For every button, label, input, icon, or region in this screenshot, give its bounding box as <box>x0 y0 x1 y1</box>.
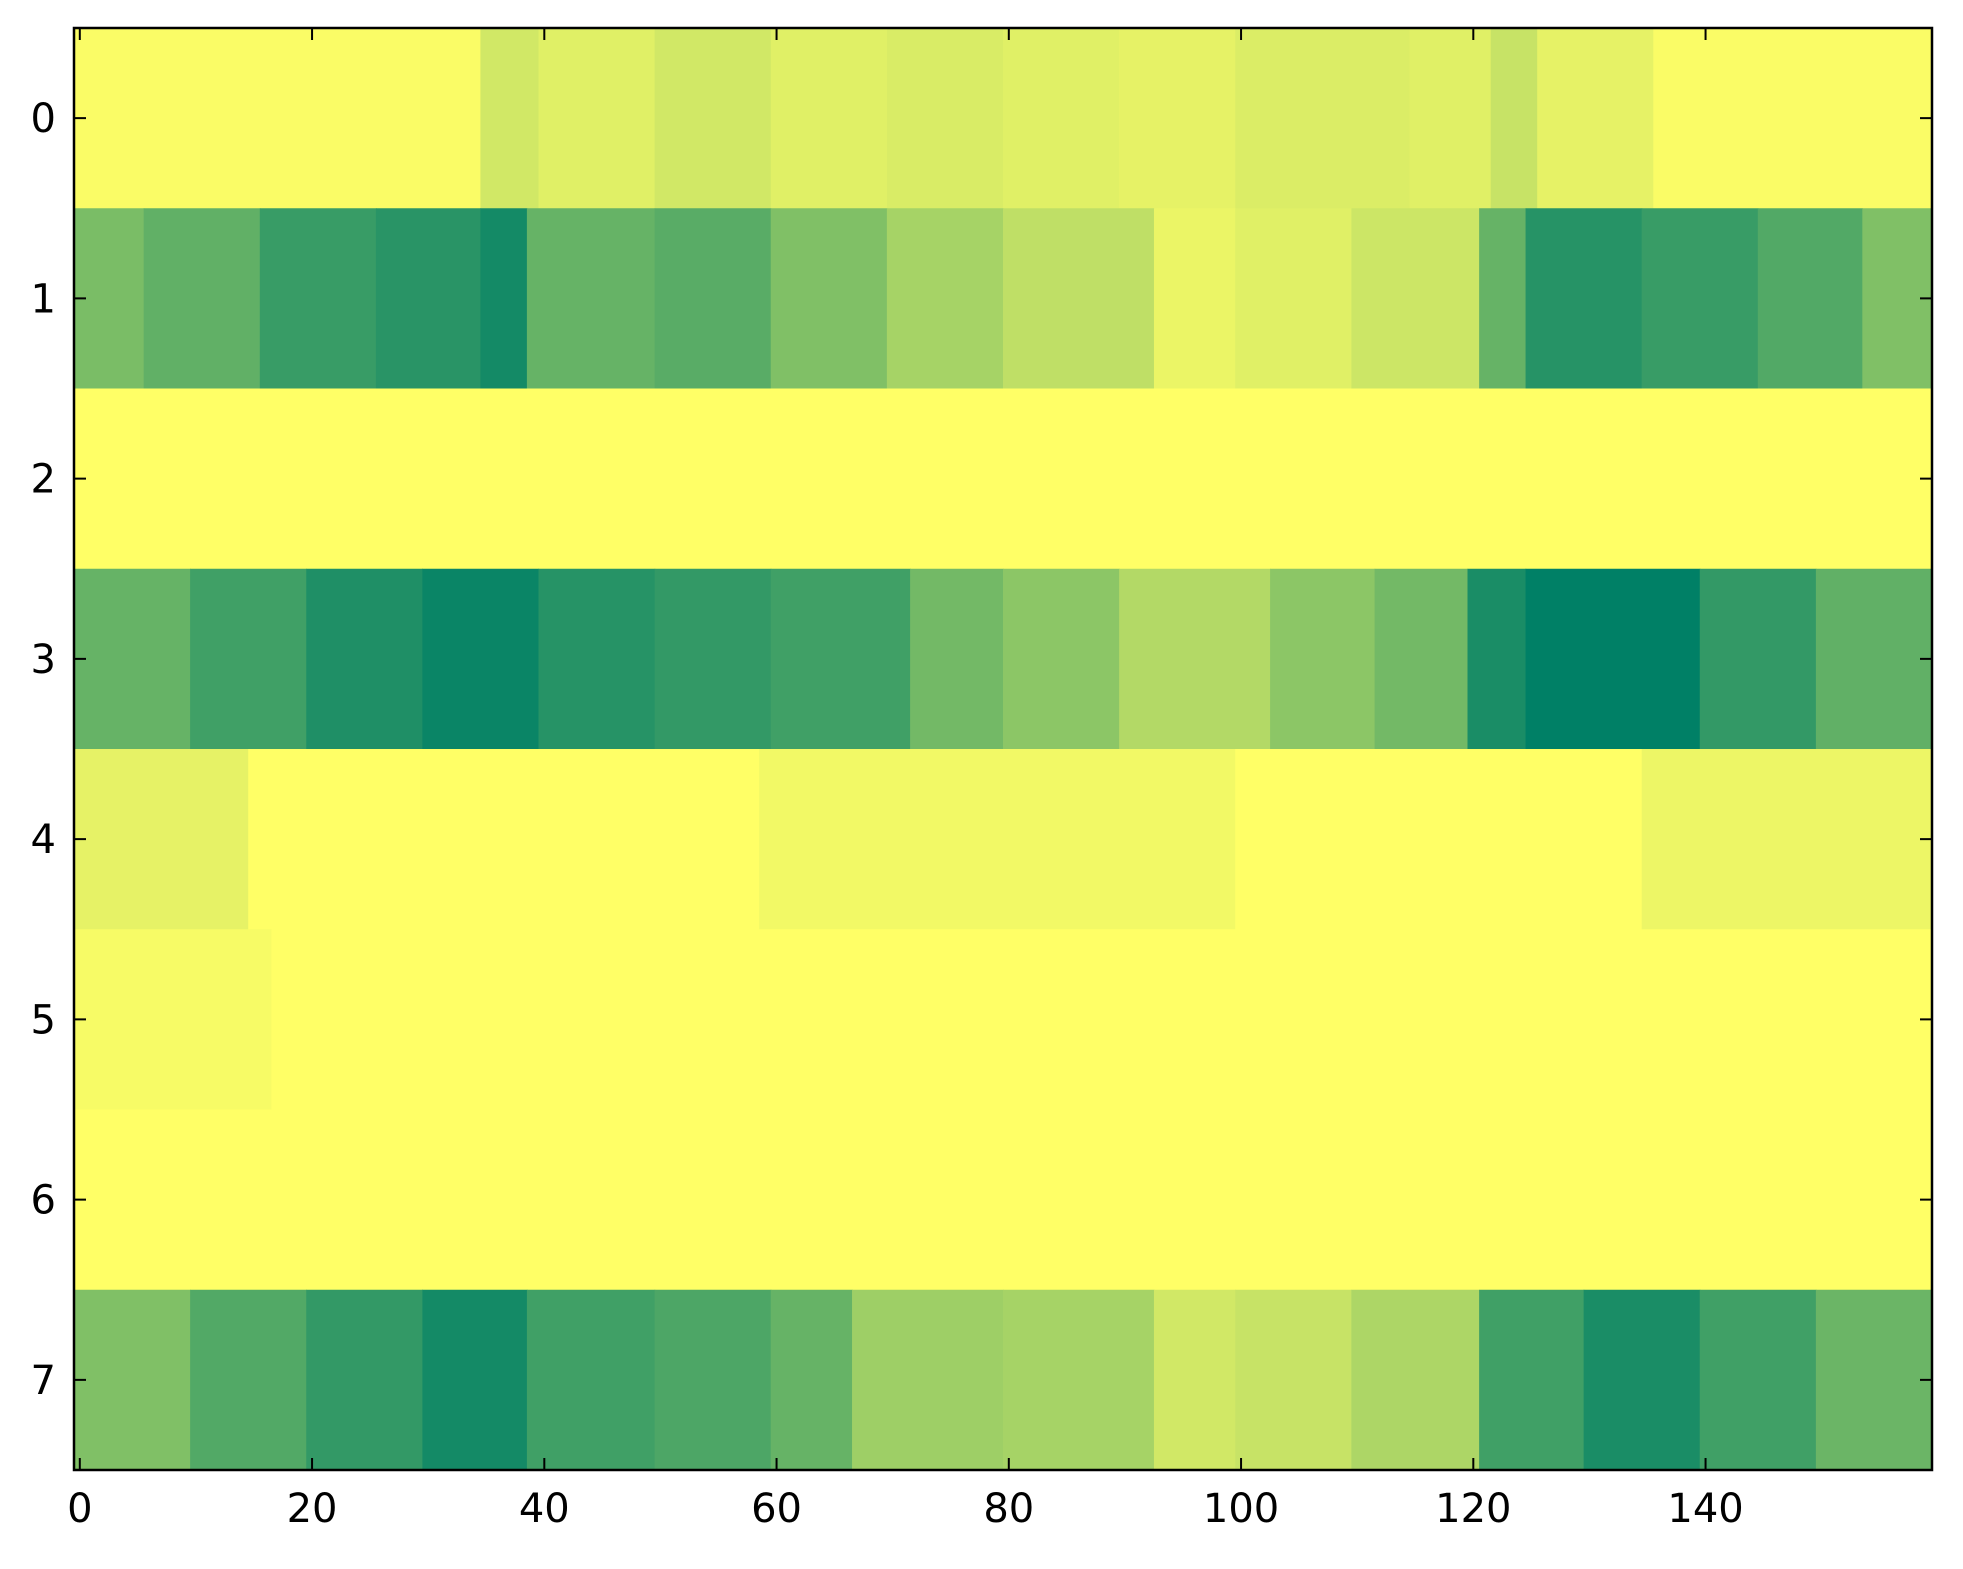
heatmap-cell-row1-seg12 <box>1351 208 1480 390</box>
heatmap-cell-row0-seg7 <box>1119 28 1236 209</box>
heatmap-cell-row4-seg2 <box>759 749 1236 930</box>
heatmap-cell-row1-seg10 <box>1153 208 1236 390</box>
heatmap-cell-row4-seg1 <box>248 749 760 930</box>
heatmap-cell-row3-seg4 <box>538 568 656 750</box>
heatmap-cell-row0-seg2 <box>538 28 656 209</box>
y-tick-label-2: 2 <box>31 457 56 503</box>
y-tick-label-0: 0 <box>31 96 56 142</box>
heatmap-cell-row7-seg14 <box>1699 1289 1817 1471</box>
heatmap-cell-row1-seg5 <box>526 208 656 390</box>
heatmap-cell-row1-seg8 <box>886 208 1004 390</box>
heatmap-cell-row1-seg14 <box>1525 208 1643 390</box>
heatmap-cell-row0-seg9 <box>1409 28 1492 209</box>
heatmap-cell-row2-seg0 <box>74 388 1933 570</box>
axis-ticks <box>74 28 1932 1470</box>
heatmap-cell-row6-seg0 <box>74 1109 1933 1291</box>
heatmap-cell-row3-seg6 <box>770 568 911 750</box>
heatmap-cell-row7-seg7 <box>852 1289 1004 1471</box>
heatmap-cell-row1-seg11 <box>1235 208 1352 390</box>
heatmap-cell-row1-seg4 <box>480 208 528 390</box>
heatmap-cell-row3-seg9 <box>1119 568 1271 750</box>
heatmap-cell-row3-seg8 <box>1003 568 1120 750</box>
heatmap-cell-row4-seg4 <box>1641 749 1933 930</box>
heatmap-cell-row5-seg0 <box>74 929 273 1111</box>
x-tick-label-40: 40 <box>519 1486 570 1532</box>
y-tick-label-4: 4 <box>31 817 56 863</box>
heatmap-cell-row7-seg2 <box>306 1289 423 1471</box>
heatmap-cell-row4-seg0 <box>74 749 249 930</box>
x-tick-label-100: 100 <box>1203 1486 1279 1532</box>
heatmap-cell-row1-seg1 <box>143 208 261 390</box>
heatmap-cell-row7-seg5 <box>654 1289 772 1471</box>
heatmap-cell-row0-seg8 <box>1235 28 1411 209</box>
heatmap-cell-row7-seg11 <box>1351 1289 1480 1471</box>
heatmap-cells <box>74 28 1933 1471</box>
heatmap-cell-row0-seg12 <box>1653 28 1933 209</box>
heatmap-cell-row3-seg13 <box>1525 568 1701 750</box>
x-tick-label-20: 20 <box>287 1486 338 1532</box>
heatmap-cell-row1-seg2 <box>259 208 377 390</box>
heatmap-cell-row3-seg14 <box>1699 568 1817 750</box>
heatmap-cell-row3-seg5 <box>654 568 772 750</box>
x-tick-label-120: 120 <box>1435 1486 1511 1532</box>
heatmap-cell-row0-seg3 <box>654 28 772 209</box>
heatmap-cell-row4-seg3 <box>1235 749 1643 930</box>
heatmap-cell-row7-seg6 <box>770 1289 853 1471</box>
y-tick-label-1: 1 <box>31 276 56 322</box>
heatmap-cell-row0-seg10 <box>1490 28 1538 209</box>
heatmap-cell-row3-seg1 <box>190 568 307 750</box>
heatmap-cell-row3-seg2 <box>306 568 423 750</box>
heatmap-cell-row0-seg4 <box>770 28 888 209</box>
heatmap-cell-row0-seg5 <box>886 28 1004 209</box>
heatmap-cell-row7-seg1 <box>190 1289 307 1471</box>
heatmap-cell-row1-seg7 <box>770 208 888 390</box>
heatmap-cell-row3-seg15 <box>1815 568 1933 750</box>
heatmap-cell-row7-seg4 <box>526 1289 656 1471</box>
heatmap-cell-row3-seg3 <box>422 568 540 750</box>
heatmap-cell-row7-seg15 <box>1815 1289 1933 1471</box>
heatmap-cell-row1-seg6 <box>654 208 772 390</box>
y-tick-label-6: 6 <box>31 1178 56 1224</box>
heatmap-cell-row3-seg10 <box>1270 568 1376 750</box>
heatmap-cell-row1-seg15 <box>1641 208 1759 390</box>
heatmap-cell-row7-seg9 <box>1153 1289 1236 1471</box>
heatmap-cell-row3-seg12 <box>1467 568 1527 750</box>
heatmap-cell-row7-seg12 <box>1479 1289 1585 1471</box>
x-tick-label-60: 60 <box>751 1486 802 1532</box>
x-tick-label-80: 80 <box>983 1486 1034 1532</box>
heatmap-cell-row7-seg10 <box>1235 1289 1352 1471</box>
y-tick-label-3: 3 <box>31 637 56 683</box>
heatmap-cell-row1-seg9 <box>1003 208 1155 390</box>
heatmap-cell-row0-seg0 <box>74 28 482 209</box>
plot-frame <box>72 26 1934 1472</box>
heatmap-cell-row1-seg3 <box>375 208 482 390</box>
heatmap-cell-row3-seg0 <box>74 568 191 750</box>
axis-tick-labels: 0 20 40 60 80 100 120 140 0 1 2 3 4 5 6 7 <box>31 96 1744 1532</box>
heatmap-cell-row0-seg1 <box>480 28 540 209</box>
heatmap-cell-row5-seg1 <box>271 929 1933 1111</box>
x-tick-label-0: 0 <box>67 1486 92 1532</box>
heatmap-cell-row7-seg0 <box>74 1289 191 1471</box>
heatmap-cell-row0-seg11 <box>1537 28 1654 209</box>
heatmap-cell-row7-seg8 <box>1003 1289 1155 1471</box>
heatmap-cell-row7-seg13 <box>1583 1289 1701 1471</box>
heatmap-cell-row1-seg16 <box>1757 208 1863 390</box>
plot-border <box>72 26 1934 1472</box>
heatmap-cell-row3-seg7 <box>910 568 1004 750</box>
x-tick-label-140: 140 <box>1667 1486 1743 1532</box>
heatmap-cell-row0-seg6 <box>1003 28 1120 209</box>
heatmap-cell-row3-seg11 <box>1374 568 1469 750</box>
y-tick-label-7: 7 <box>31 1358 56 1404</box>
heatmap-cell-row1-seg13 <box>1479 208 1527 390</box>
heatmap-cell-row7-seg3 <box>422 1289 528 1471</box>
y-tick-label-5: 5 <box>31 997 56 1043</box>
